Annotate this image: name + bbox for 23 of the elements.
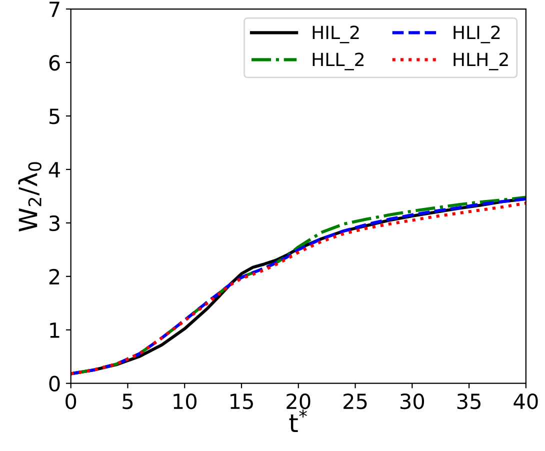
y-tick-label: 0 xyxy=(49,376,60,392)
x-tick-label: 35 xyxy=(457,393,480,410)
y-tick-label: 1 xyxy=(50,322,60,338)
x-tick-label: 15 xyxy=(230,394,253,410)
x-tick-label: 0 xyxy=(66,393,76,410)
y-tick-label: 3 xyxy=(49,215,60,232)
x-tick-label: 25 xyxy=(344,393,367,410)
legend-label: HLH_2 xyxy=(454,52,508,70)
y-axis-title: W$_{2}$/λ$_{0}$ xyxy=(18,162,42,232)
x-tick-label: 10 xyxy=(174,393,196,410)
x-tick-label: 40 xyxy=(514,393,538,410)
y-tick-label: 4 xyxy=(48,162,60,178)
y-tick-label: 5 xyxy=(49,108,60,124)
x-axis-title: t$^{*}$ xyxy=(289,409,307,432)
x-tick-label: 30 xyxy=(400,393,424,410)
x-tick-label: 5 xyxy=(122,394,133,410)
y-tick-label: 2 xyxy=(49,268,60,284)
y-tick-label: 7 xyxy=(50,2,60,17)
legend-label: HLL_2 xyxy=(312,52,364,70)
legend-label: HIL_2 xyxy=(312,26,359,44)
legend-label: HLI_2 xyxy=(454,26,500,44)
x-tick-label: 20 xyxy=(286,393,310,410)
y-tick-label: 6 xyxy=(49,54,60,71)
